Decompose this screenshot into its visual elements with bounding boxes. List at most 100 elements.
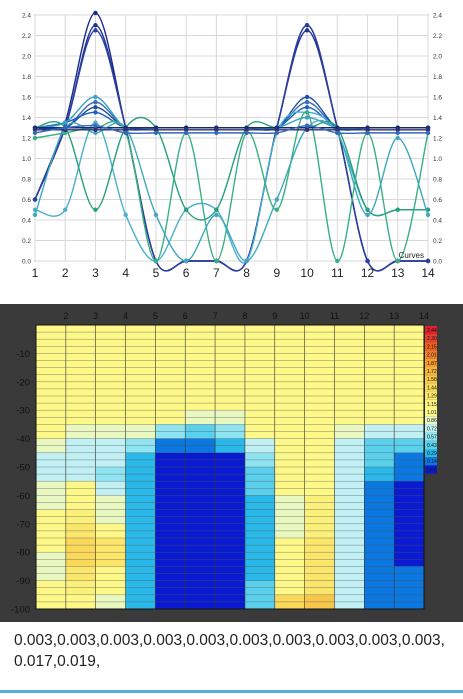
y-tick-label: 2.4 — [22, 13, 31, 20]
scale-swatch — [425, 350, 437, 359]
data-point — [214, 207, 219, 212]
scale-label: 1.44 — [427, 385, 437, 391]
scale-swatch — [425, 408, 437, 417]
scale-swatch — [425, 416, 437, 425]
x-tick-label: 11 — [331, 266, 344, 280]
y-tick-label: 0.6 — [22, 197, 31, 204]
data-point — [304, 123, 310, 128]
data-point — [93, 207, 98, 212]
data-point — [274, 197, 280, 202]
y-tick-label-right: 0.2 — [433, 238, 442, 245]
scale-swatch — [425, 342, 437, 351]
data-point — [93, 99, 98, 105]
data-point — [32, 197, 38, 202]
x-tick-label: 7 — [213, 311, 218, 321]
y-tick-label-right: 0.0 — [433, 259, 442, 266]
scale-label: 2.30 — [427, 336, 437, 342]
data-point — [244, 127, 249, 132]
data-point — [214, 127, 219, 132]
data-point — [32, 127, 38, 132]
y-tick-label-right: 1.0 — [433, 156, 442, 163]
data-point — [93, 127, 98, 132]
data-point — [395, 207, 400, 212]
heatmap-x-axis: 2 3 4 5 6 7 8 9 10 11 12 13 14 — [63, 311, 429, 321]
scale-label: 2.15 — [427, 344, 437, 350]
data-point — [93, 94, 98, 100]
scale-swatch — [425, 424, 437, 433]
series-line — [34, 124, 428, 135]
grid — [34, 14, 429, 262]
scale-label: 2.44 — [427, 328, 437, 334]
x-tick-label: 11 — [330, 311, 339, 321]
x-tick-label: 9 — [274, 266, 281, 280]
x-tick-label: 2 — [62, 266, 69, 280]
data-point — [335, 130, 340, 136]
series-13 — [32, 127, 431, 132]
heatmap-frame — [35, 324, 425, 610]
x-tick-label: 12 — [359, 311, 369, 321]
x-tick-label: 9 — [272, 311, 277, 321]
y-tick-label: 1.6 — [22, 95, 31, 102]
x-tick-label: 5 — [153, 311, 158, 321]
data-point — [395, 130, 400, 136]
data-point — [395, 127, 400, 132]
scale-swatch — [425, 457, 437, 466]
data-point — [153, 212, 159, 218]
y-tick-label-right: 0.4 — [433, 218, 442, 225]
y-tick-label: 0.4 — [22, 218, 31, 225]
x-tick-label: 12 — [361, 266, 375, 280]
data-point — [365, 127, 370, 132]
data-point — [93, 105, 98, 110]
x-tick-label: 8 — [243, 266, 250, 280]
data-point — [304, 105, 310, 110]
data-point — [32, 130, 38, 136]
scale-label: 0.86 — [427, 418, 437, 424]
scale-label: 1.29 — [427, 394, 437, 400]
scale-label: 1.01 — [427, 410, 437, 416]
y-tick-label-right: 2.4 — [433, 13, 442, 20]
data-point — [93, 110, 98, 115]
y-tick-label: 1.8 — [22, 74, 31, 81]
scale-label: 0.00 — [427, 467, 437, 473]
y-tick-label-right: 0.8 — [433, 177, 442, 184]
values-readout: 0.003,0.003,0.003,0.003,0.003,0.003,0.00… — [14, 632, 445, 670]
y-tick-label: 1.2 — [22, 136, 31, 143]
x-tick-label: 6 — [183, 311, 188, 321]
x-tick-label: 2 — [63, 311, 68, 321]
scale-label: 0.29 — [427, 451, 437, 457]
data-point — [274, 127, 280, 132]
data-point — [304, 115, 310, 120]
y-tick-label: 1.4 — [22, 115, 31, 122]
data-point — [32, 135, 38, 141]
y-tick-label-right: 1.6 — [433, 95, 442, 102]
data-point — [183, 130, 189, 136]
data-point — [244, 258, 249, 264]
data-point — [214, 130, 219, 136]
data-point — [214, 212, 219, 218]
y-tick-label: 2.0 — [22, 54, 31, 61]
data-point — [244, 130, 249, 136]
data-point — [63, 207, 68, 212]
data-point — [32, 212, 38, 218]
y-tick-label-right: 0.6 — [433, 197, 442, 204]
data-point — [425, 130, 431, 136]
y-tick-label: 2.2 — [22, 33, 31, 40]
y-tick-label-right: 1.8 — [433, 74, 442, 81]
scale-swatch — [425, 432, 437, 441]
y-tick-label: -20 — [16, 377, 30, 388]
data-point — [183, 207, 189, 212]
x-tick-label: 8 — [242, 311, 247, 321]
scale-swatch — [425, 465, 437, 474]
data-point — [274, 130, 280, 136]
scale-label: 2.01 — [427, 353, 437, 359]
y-tick-label-right: 1.4 — [433, 115, 442, 122]
series-14 — [32, 123, 431, 136]
data-point — [93, 23, 98, 28]
y-tick-label: 0.2 — [22, 238, 31, 245]
scale-swatch — [425, 399, 437, 408]
scale-label: 1.15 — [427, 402, 437, 408]
heatmap-panel: 2 3 4 5 6 7 8 9 10 11 12 13 14 -10 -20 -30 -40 -50 -60 -70-… — [0, 304, 463, 622]
data-point — [153, 127, 159, 132]
data-point — [304, 23, 310, 28]
x-tick-label: 3 — [93, 311, 98, 321]
